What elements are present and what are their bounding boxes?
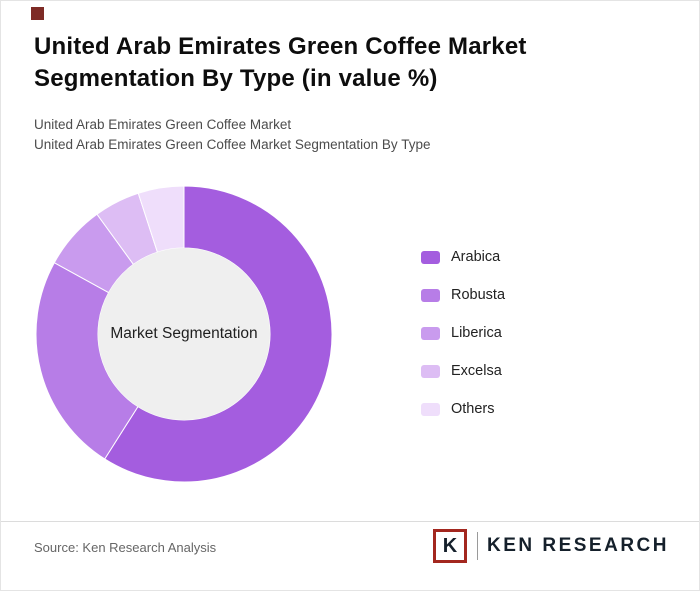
- logo-wordmark: KEN RESEARCH: [486, 535, 669, 556]
- legend-label: Liberica: [451, 325, 502, 341]
- donut-center-circle: [98, 248, 270, 420]
- chart-subtitle-line2: United Arab Emirates Green Coffee Market…: [34, 137, 431, 152]
- logo-divider: [476, 532, 478, 560]
- chart-subtitle-line1: United Arab Emirates Green Coffee Market: [34, 117, 292, 132]
- ken-research-logo: K KEN RESEARCH: [432, 529, 669, 563]
- legend-swatch-robusta: [421, 288, 440, 302]
- donut-chart[interactable]: [34, 184, 334, 484]
- legend-swatch-arabica: [421, 250, 440, 264]
- logo-k-letter: K: [442, 534, 458, 557]
- legend-swatch-excelsa: [421, 364, 440, 378]
- chart-legend: Arabica Robusta Liberica Excelsa Others: [421, 249, 506, 440]
- accent-square: [31, 7, 44, 20]
- footer-divider: [1, 521, 699, 522]
- legend-item-robusta[interactable]: Robusta: [421, 287, 506, 303]
- chart-subtitles: United Arab Emirates Green Coffee Market…: [34, 115, 430, 155]
- legend-item-others[interactable]: Others: [421, 401, 505, 417]
- source-text: Source: Ken Research Analysis: [34, 540, 217, 555]
- logo-k-box: K: [432, 529, 467, 563]
- legend-label: Robusta: [451, 287, 506, 303]
- legend-swatch-others: [421, 402, 440, 416]
- legend-label: Arabica: [451, 249, 501, 265]
- legend-label: Excelsa: [451, 363, 502, 379]
- legend-item-liberica[interactable]: Liberica: [421, 325, 505, 341]
- legend-label: Others: [451, 401, 495, 417]
- legend-swatch-liberica: [421, 326, 440, 340]
- page-title: United Arab Emirates Green Coffee Market…: [34, 33, 527, 92]
- legend-item-arabica[interactable]: Arabica: [421, 249, 505, 265]
- legend-item-excelsa[interactable]: Excelsa: [421, 363, 505, 379]
